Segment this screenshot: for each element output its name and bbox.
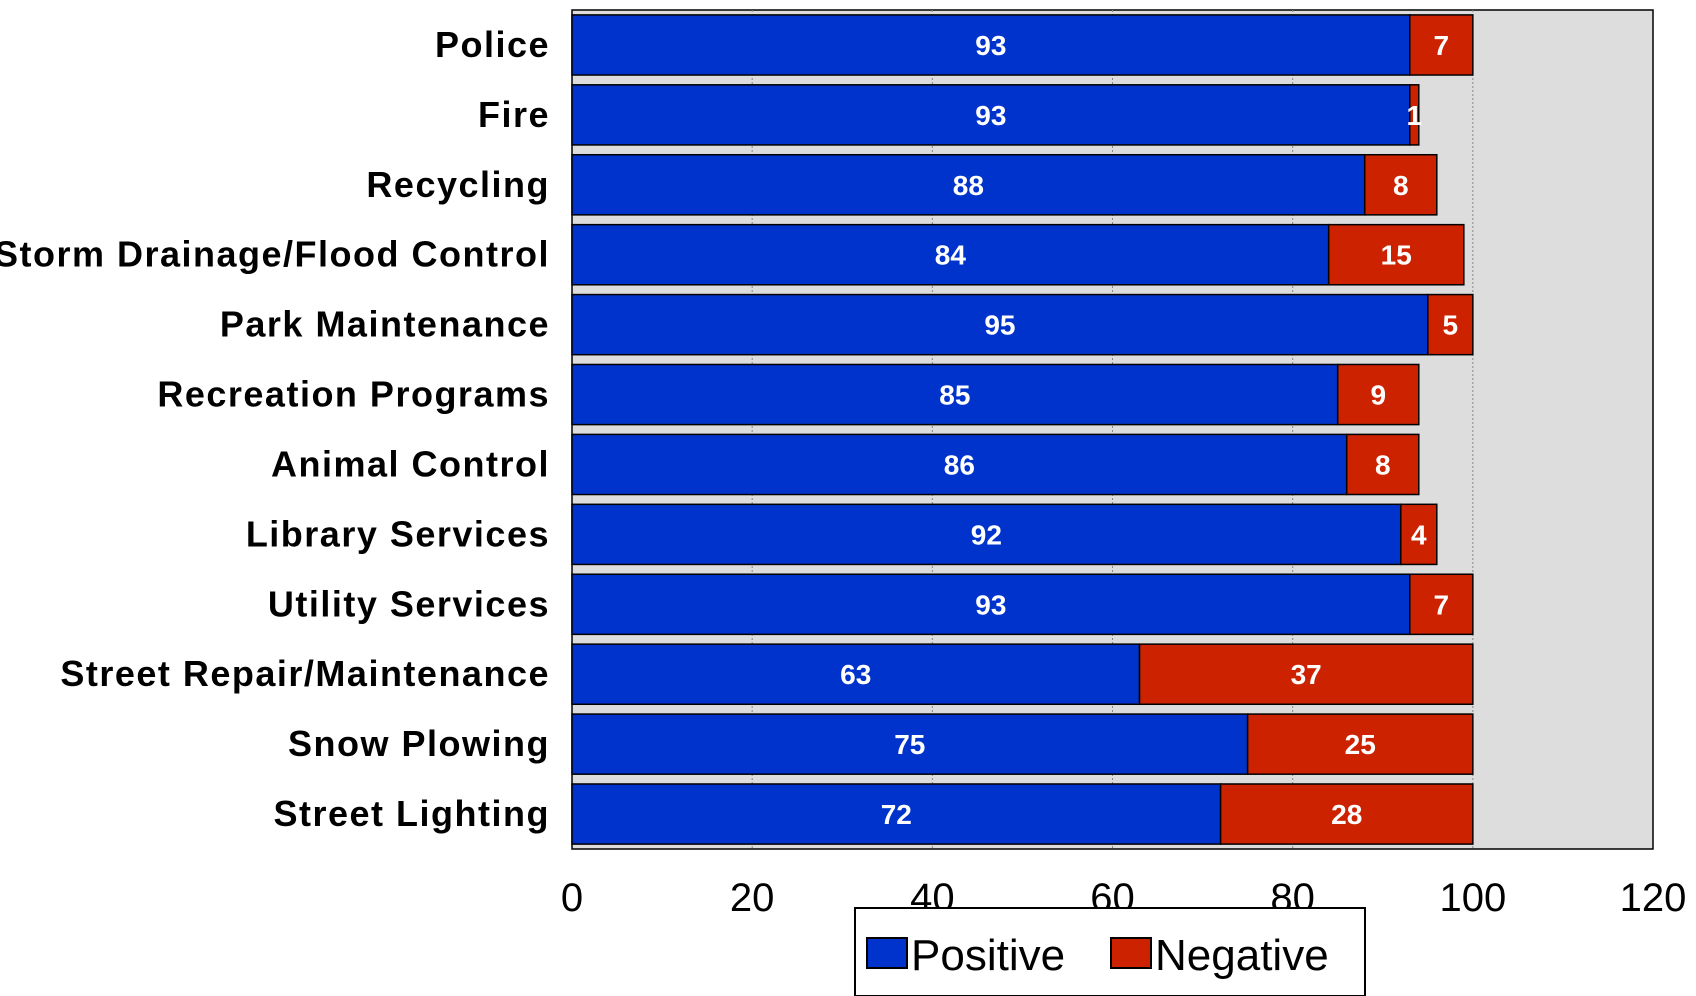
data-label: 4 [1411, 519, 1427, 550]
bar-segment-positive [571, 293, 1429, 356]
bar-segment-positive [571, 573, 1411, 636]
bar-segment-negative [1219, 783, 1474, 845]
data-label: 75 [894, 729, 925, 760]
category-label: Park Maintenance [220, 304, 550, 345]
bar-segment-negative [1400, 503, 1438, 566]
data-label: 7 [1434, 30, 1450, 61]
legend-label-negative: Negative [1155, 931, 1329, 980]
category-label: Animal Control [271, 443, 550, 484]
data-label: 85 [939, 380, 970, 411]
x-tick-label: 120 [1620, 876, 1687, 920]
category-label: Recreation Programs [157, 374, 550, 415]
data-label: 5 [1443, 310, 1459, 341]
bar-segment-negative [1363, 153, 1438, 216]
x-tick-label: 100 [1439, 876, 1506, 920]
bar-segment-negative [1409, 14, 1474, 76]
bar-segment-negative [1409, 573, 1474, 636]
data-label: 93 [975, 30, 1006, 61]
bar-segment-positive [571, 84, 1411, 146]
bar-segment-negative [1336, 363, 1420, 426]
bar-segment-positive [571, 363, 1339, 426]
category-label: Utility Services [268, 583, 550, 624]
data-label: 8 [1375, 449, 1391, 480]
bar-segment-positive [571, 783, 1222, 845]
data-label: 37 [1291, 659, 1322, 690]
bar-segment-negative [1427, 293, 1474, 356]
legend-label-positive: Positive [911, 931, 1065, 980]
category-label: Recycling [366, 164, 550, 205]
bar-segment-negative [1138, 643, 1474, 706]
bar-segment-positive [571, 153, 1366, 216]
data-label: 28 [1331, 799, 1362, 830]
data-label: 84 [935, 240, 967, 271]
data-label: 1 [1406, 100, 1422, 131]
bar-segment-positive [571, 643, 1141, 706]
bar-segment-positive [571, 713, 1249, 775]
category-label: Snow Plowing [288, 723, 550, 764]
bar-segment-negative [1327, 223, 1465, 286]
category-label: Street Repair/Maintenance [60, 653, 550, 694]
bar-segment-negative [1345, 433, 1420, 496]
bar-segment-positive [571, 14, 1411, 76]
category-label: Storm Drainage/Flood Control [0, 234, 550, 275]
data-label: 8 [1393, 170, 1409, 201]
data-label: 88 [953, 170, 984, 201]
category-label: Library Services [246, 513, 550, 554]
x-tick-label: 0 [561, 876, 583, 920]
data-label: 72 [881, 799, 912, 830]
category-label: Police [435, 24, 550, 65]
data-label: 86 [944, 449, 975, 480]
bar-segment-negative [1246, 713, 1474, 775]
data-label: 93 [975, 589, 1006, 620]
data-label: 25 [1345, 729, 1376, 760]
category-label: Fire [478, 94, 550, 135]
data-label: 15 [1381, 240, 1412, 271]
category-label: Street Lighting [274, 793, 551, 834]
bar-segment-negative [1409, 84, 1420, 146]
bar-segment-positive [571, 503, 1402, 566]
bar-segment-positive [571, 433, 1348, 496]
data-label: 63 [840, 659, 871, 690]
data-label: 93 [975, 100, 1006, 131]
data-label: 9 [1370, 380, 1386, 411]
data-label: 92 [971, 519, 1002, 550]
legend-swatch-positive [866, 937, 908, 969]
data-label: 95 [984, 310, 1015, 341]
x-tick-label: 20 [730, 876, 775, 920]
legend: Positive Negative [854, 907, 1366, 996]
category-labels: Police Fire Recycling Storm Drainage/Flood … [0, 24, 551, 834]
data-label: 7 [1434, 589, 1450, 620]
legend-swatch-negative [1110, 937, 1152, 969]
plot-area [571, 9, 1654, 850]
bar-segment-positive [571, 223, 1330, 286]
